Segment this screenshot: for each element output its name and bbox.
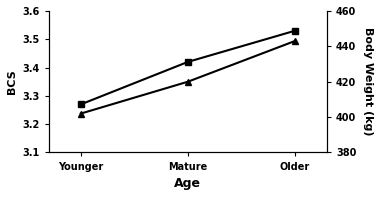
Y-axis label: Body Weight (kg): Body Weight (kg) [363, 27, 373, 136]
X-axis label: Age: Age [174, 177, 201, 190]
Y-axis label: BCS: BCS [7, 69, 17, 94]
